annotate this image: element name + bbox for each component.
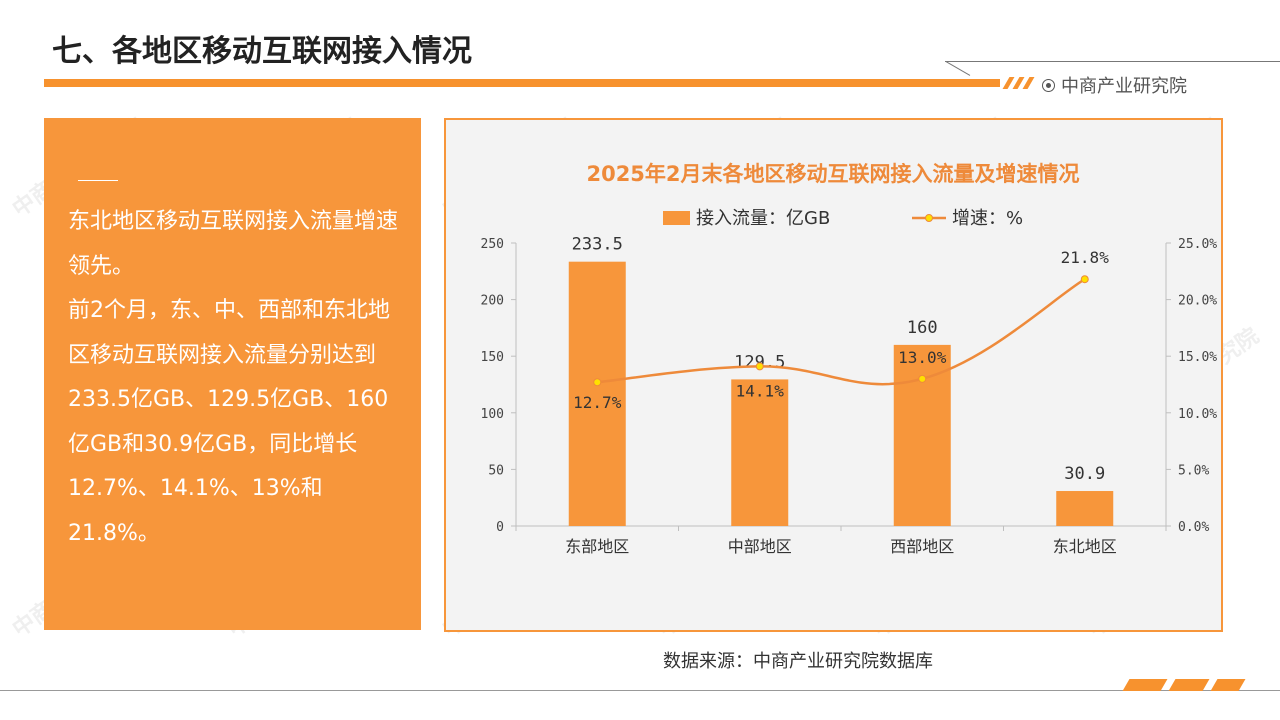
chart-title: 2025年2月末各地区移动互联网接入流量及增速情况: [586, 162, 1079, 186]
y-tick-label: 250: [481, 237, 504, 252]
bar: [731, 379, 789, 526]
y2-tick-label: 5.0%: [1178, 463, 1209, 478]
summary-divider: [78, 180, 118, 181]
line-value-label: 21.8%: [1061, 248, 1110, 267]
x-tick-label: 东北地区: [1053, 537, 1117, 556]
target-icon: [1042, 78, 1055, 92]
y-tick-label: 200: [481, 294, 504, 309]
x-tick-label: 中部地区: [728, 537, 792, 556]
summary-paragraph: 东北地区移动互联网接入流量增速领先。: [68, 209, 399, 279]
data-source: 数据来源：中商产业研究院数据库: [663, 651, 933, 672]
y-tick-label: 0: [496, 520, 504, 535]
bar-value-label: 233.5: [572, 235, 623, 255]
brand-mark: 中商产业研究院: [1042, 72, 1187, 98]
y2-tick-label: 20.0%: [1178, 294, 1217, 309]
line-value-label: 14.1%: [736, 381, 785, 400]
legend-line-label: 增速：%: [952, 208, 1023, 229]
line-value-label: 12.7%: [573, 393, 622, 412]
line-point: [1080, 275, 1089, 284]
brand-name: 中商产业研究院: [1061, 76, 1187, 97]
y-tick-label: 100: [481, 407, 504, 422]
bar: [568, 261, 626, 526]
header-divider-diagonal: [945, 61, 971, 76]
header-stripes-decoration: [1002, 77, 1035, 89]
chart-container: 2025年2月末各地区移动互联网接入流量及增速情况接入流量：亿GB 增速：% 0 50…: [444, 118, 1223, 632]
summary-text: 东北地区移动互联网接入流量增速领先。 前2个月，东、中、西部和东北地区移动互联网…: [68, 200, 398, 556]
legend-line-marker: [925, 214, 933, 222]
line-point: [593, 378, 602, 387]
bar-value-label: 30.9: [1064, 464, 1105, 484]
y2-tick-label: 10.0%: [1178, 407, 1217, 422]
growth-line: [597, 278, 1086, 386]
summary-paragraph: 前2个月，东、中、西部和东北地区移动互联网接入流量分别达到233.5亿GB、12…: [68, 298, 390, 546]
y2-tick-label: 15.0%: [1178, 350, 1217, 365]
legend-bar-swatch: [663, 211, 690, 225]
summary-panel: 东北地区移动互联网接入流量增速领先。 前2个月，东、中、西部和东北地区移动互联网…: [44, 118, 421, 630]
footer-line: [0, 690, 1280, 691]
legend-bar-label: 接入流量：亿GB: [696, 208, 830, 229]
header-divider-line: [945, 61, 1280, 62]
x-tick-label: 西部地区: [890, 537, 954, 556]
footer-stripes-decoration: [1118, 679, 1248, 691]
y2-tick-label: 0.0%: [1178, 520, 1209, 535]
y-tick-label: 50: [488, 463, 504, 478]
line-point: [918, 374, 927, 383]
y2-tick-label: 25.0%: [1178, 237, 1217, 252]
x-tick-label: 东部地区: [565, 537, 629, 556]
y-tick-label: 150: [481, 350, 504, 365]
header-accent-bar: [44, 79, 1000, 87]
bar-value-label: 160: [907, 318, 938, 338]
page-title: 七、各地区移动互联网接入情况: [52, 34, 472, 69]
line-value-label: 13.0%: [898, 348, 947, 367]
bar: [1056, 491, 1114, 526]
line-point: [755, 362, 764, 371]
